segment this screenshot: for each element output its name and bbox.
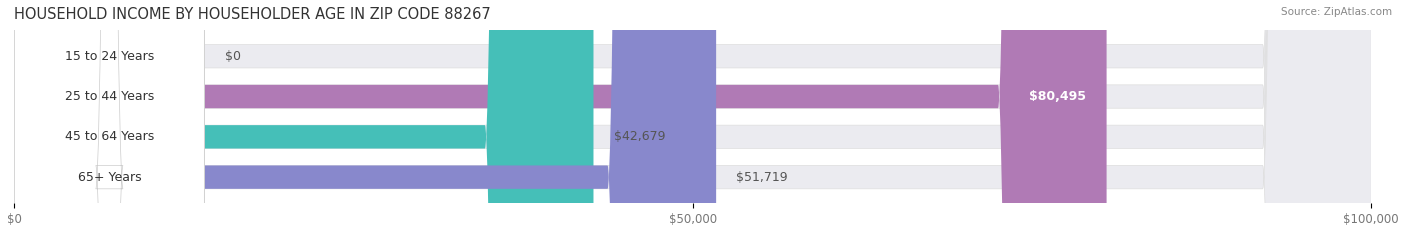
Text: $42,679: $42,679 (614, 130, 665, 143)
Text: HOUSEHOLD INCOME BY HOUSEHOLDER AGE IN ZIP CODE 88267: HOUSEHOLD INCOME BY HOUSEHOLDER AGE IN Z… (14, 7, 491, 22)
FancyBboxPatch shape (14, 0, 204, 233)
FancyBboxPatch shape (14, 0, 1371, 233)
FancyBboxPatch shape (14, 0, 593, 233)
FancyBboxPatch shape (14, 0, 204, 233)
Text: Source: ZipAtlas.com: Source: ZipAtlas.com (1281, 7, 1392, 17)
Text: 45 to 64 Years: 45 to 64 Years (65, 130, 155, 143)
Text: $0: $0 (225, 50, 240, 63)
Text: $80,495: $80,495 (1029, 90, 1087, 103)
Text: 15 to 24 Years: 15 to 24 Years (65, 50, 155, 63)
FancyBboxPatch shape (14, 0, 1107, 233)
Text: 25 to 44 Years: 25 to 44 Years (65, 90, 155, 103)
Text: $51,719: $51,719 (737, 171, 789, 184)
FancyBboxPatch shape (14, 0, 1371, 233)
FancyBboxPatch shape (14, 0, 1371, 233)
FancyBboxPatch shape (14, 0, 1371, 233)
FancyBboxPatch shape (14, 0, 204, 233)
Text: 65+ Years: 65+ Years (77, 171, 141, 184)
FancyBboxPatch shape (14, 0, 204, 233)
FancyBboxPatch shape (14, 0, 716, 233)
